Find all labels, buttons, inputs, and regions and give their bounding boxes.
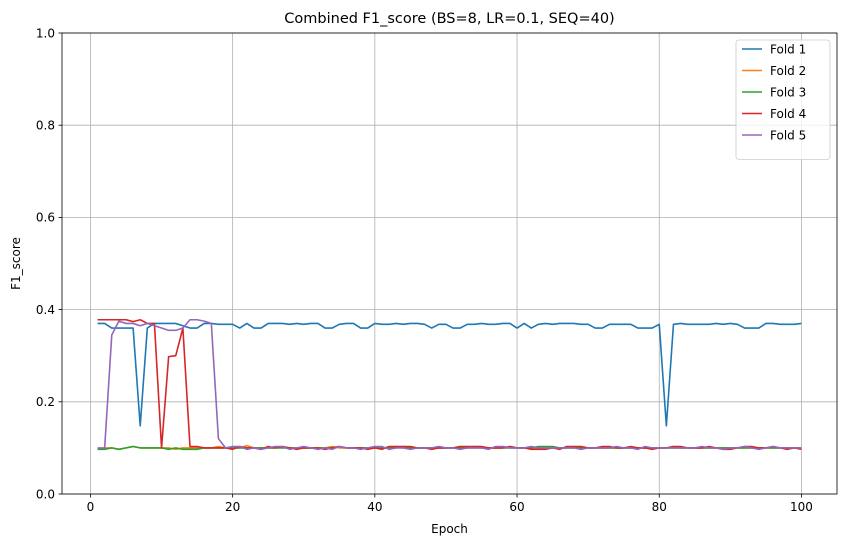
x-tick-label: 100 bbox=[790, 500, 813, 514]
chart-title: Combined F1_score (BS=8, LR=0.1, SEQ=40) bbox=[284, 11, 614, 27]
series-line-fold-5 bbox=[97, 318, 802, 451]
y-axis-label: F1_score bbox=[9, 237, 23, 290]
x-tick-label: 0 bbox=[87, 500, 95, 514]
x-tick-label: 40 bbox=[367, 500, 382, 514]
y-tick-label: 0.6 bbox=[36, 211, 55, 225]
legend-label: Fold 1 bbox=[770, 42, 806, 56]
legend: Fold 1 Fold 2 Fold 3 Fold 4 Fold 5 bbox=[735, 39, 831, 160]
y-tick-label: 0.2 bbox=[36, 395, 55, 409]
y-tick-label: 0.8 bbox=[36, 119, 55, 133]
y-tick-label: 0.0 bbox=[36, 487, 55, 501]
series-line-fold-1 bbox=[97, 322, 802, 427]
y-tick-label: 1.0 bbox=[36, 26, 55, 40]
plot-area-frame bbox=[61, 32, 838, 495]
legend-label: Fold 3 bbox=[770, 85, 806, 99]
series-layer bbox=[97, 318, 802, 451]
axis-ticks: 0 20 40 60 80 100 0.0 0.2 0.4 0.6 0.8 1.0 bbox=[36, 26, 813, 514]
legend-label: Fold 5 bbox=[770, 128, 806, 142]
x-tick-label: 80 bbox=[652, 500, 667, 514]
x-tick-label: 20 bbox=[225, 500, 240, 514]
y-tick-label: 0.4 bbox=[36, 303, 55, 317]
legend-label: Fold 2 bbox=[770, 64, 806, 78]
legend-label: Fold 4 bbox=[770, 107, 806, 121]
x-tick-label: 60 bbox=[509, 500, 524, 514]
x-axis-label: Epoch bbox=[431, 522, 468, 536]
